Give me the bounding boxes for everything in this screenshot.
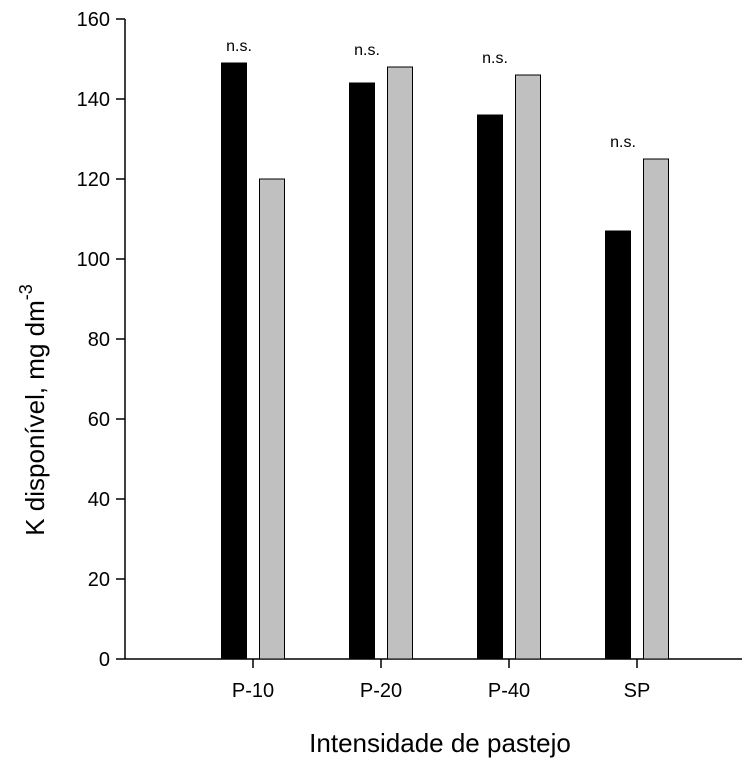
y-tick-label: 40 xyxy=(88,489,110,511)
x-tick-label: P-10 xyxy=(232,680,274,702)
bar xyxy=(259,178,285,660)
bar xyxy=(515,74,541,660)
y-tick-label: 20 xyxy=(88,569,110,591)
x-tick-label: P-40 xyxy=(488,680,530,702)
bar xyxy=(221,62,247,660)
y-tick-label: 60 xyxy=(88,409,110,431)
y-axis-title: K disponível, mg dm-3 xyxy=(16,284,50,536)
y-tick-label: 100 xyxy=(77,249,110,271)
significance-label: n.s. xyxy=(226,38,252,55)
y-tick-label: 80 xyxy=(88,329,110,351)
annotations: n.s. n.s. n.s. n.s. xyxy=(226,38,636,151)
bar xyxy=(605,230,631,660)
y-tick-label: 140 xyxy=(77,89,110,111)
significance-label: n.s. xyxy=(482,50,508,67)
y-axis-title-superscript: -3 xyxy=(16,284,36,300)
x-tick-label: P-20 xyxy=(360,680,402,702)
y-axis-title-main: K disponível, mg dm xyxy=(20,300,50,536)
significance-label: n.s. xyxy=(354,42,380,59)
bar xyxy=(349,82,375,660)
x-axis-title: Intensidade de pastejo xyxy=(309,728,571,758)
significance-label: n.s. xyxy=(610,134,636,151)
bars xyxy=(221,62,669,660)
y-tick-label: 0 xyxy=(99,649,110,671)
y-tick-label: 160 xyxy=(77,9,110,31)
x-tick-label: SP xyxy=(624,680,651,702)
axes: 0 20 40 60 80 100 120 140 160 P-10 P-20 P-40 SP xyxy=(77,9,742,702)
bar xyxy=(477,114,503,660)
bar xyxy=(643,158,669,660)
bar xyxy=(387,66,413,660)
y-tick-label: 120 xyxy=(77,169,110,191)
